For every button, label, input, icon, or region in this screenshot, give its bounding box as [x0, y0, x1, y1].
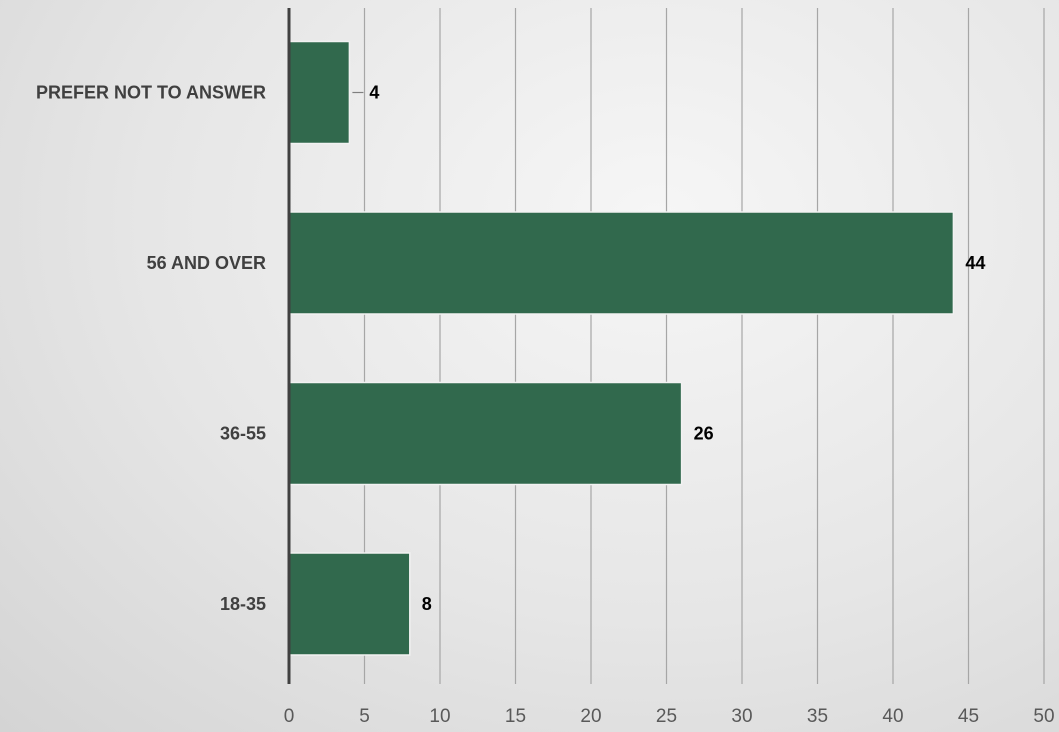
x-tick-label: 5 — [359, 706, 370, 727]
labels: 0 5 10 15 20 25 30 35 40 45 50 18-35 8 36-55 26 56 AND … — [36, 83, 1055, 728]
data-label: 4 — [369, 83, 379, 103]
x-tick-label: 20 — [580, 706, 601, 727]
x-tick-label: 45 — [958, 706, 979, 727]
data-label: 44 — [965, 253, 985, 273]
category-label: 18-35 — [220, 594, 266, 614]
x-tick-label: 15 — [505, 706, 526, 727]
bar — [288, 552, 411, 656]
data-label: 26 — [694, 424, 714, 444]
bars — [288, 40, 955, 656]
category-label: PREFER NOT TO ANSWER — [36, 83, 266, 103]
category-label: 56 AND OVER — [147, 253, 266, 273]
x-tick-label: 50 — [1033, 706, 1054, 727]
bar — [288, 211, 955, 315]
bar — [288, 381, 683, 486]
x-tick-label: 30 — [731, 706, 752, 727]
x-tick-label: 25 — [656, 706, 677, 727]
x-tick-label: 40 — [882, 706, 903, 727]
x-tick-label: 35 — [807, 706, 828, 727]
x-tick-label: 10 — [429, 706, 450, 727]
x-tick-label: 0 — [284, 706, 295, 727]
category-label: 36-55 — [220, 424, 266, 444]
data-label: 8 — [422, 594, 432, 614]
bar — [288, 40, 351, 145]
gridlines — [363, 8, 1045, 684]
